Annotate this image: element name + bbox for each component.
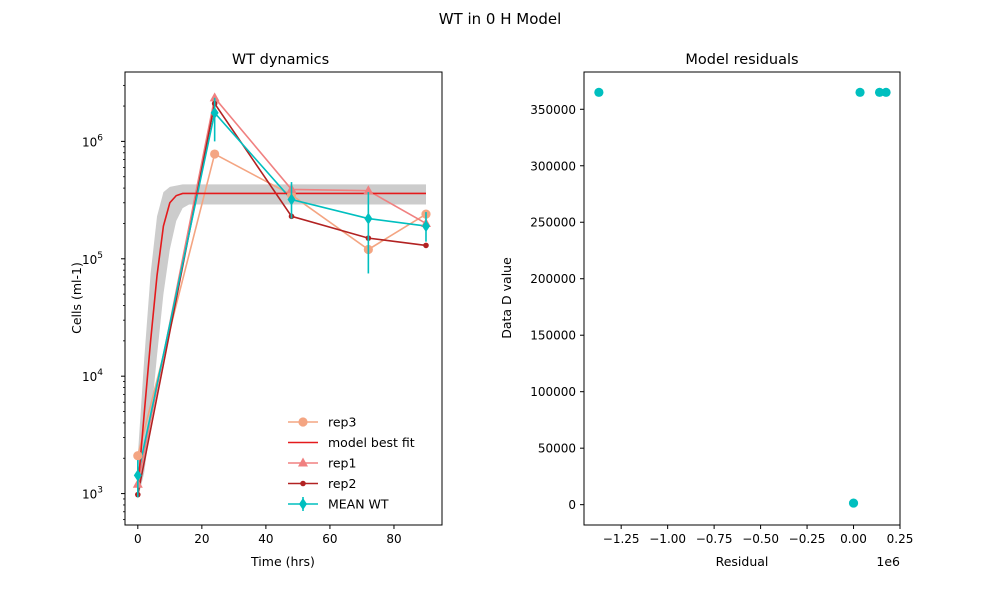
legend-label: rep2 [328,476,356,491]
model-confidence-band [137,184,426,499]
x-tick-label: 0 [134,532,142,546]
left-axes-frame [124,71,443,526]
left-chart-title: WT dynamics [232,52,329,68]
right-chart: Model residuals Residual Data D value 1e… [499,52,913,569]
x-tick-label: 0.00 [840,532,867,546]
data-point-rep3 [133,451,143,461]
residual-point [874,87,885,97]
legend-label: rep3 [328,415,356,430]
right-x-axis-label: Residual [716,554,769,569]
legend-marker [300,480,306,487]
data-point-mean-wt [364,212,373,225]
series-line-mean-wt [137,111,427,476]
left-plot-area: 0 20 40 60 80 103 104 105 106 [82,71,443,546]
y-tick-label: 100000 [530,385,576,399]
left-x-axis-label: Time (hrs) [250,554,315,569]
x-tick-label: 60 [322,532,337,546]
data-point-mean-wt [287,193,296,206]
legend-label: rep1 [328,456,356,471]
y-tick-label: 150000 [530,329,576,343]
y-tick-label: 50000 [538,442,576,456]
right-plot-area: −1.25 −1.00 −0.75 −0.50 −0.25 0.00 0.25 0 50000 1… [530,71,914,546]
data-point-rep3 [210,149,220,159]
x-tick-label: 80 [386,532,401,546]
x-tick-label: −0.25 [789,532,826,546]
x-tick-label: −1.00 [649,532,686,546]
legend-label: MEAN WT [328,497,389,512]
y-tick-label: 0 [568,498,576,512]
residual-point [848,498,859,508]
x-tick-label: −0.75 [696,532,733,546]
x-tick-label: −1.25 [603,532,640,546]
legend-marker [298,417,308,427]
y-tick-label: 200000 [530,272,576,286]
x-tick-label: 0.25 [887,532,914,546]
right-x-offset-label: 1e6 [876,554,900,569]
right-y-axis-label: Data D value [499,257,514,339]
y-tick-label: 105 [82,251,103,267]
x-tick-label: 20 [194,532,209,546]
legend-marker [299,498,307,510]
x-tick-label: 40 [258,532,273,546]
figure-suptitle: WT in 0 H Model [439,10,562,28]
legend-label: model best fit [328,435,415,450]
series-line-rep1 [137,96,427,485]
y-tick-label: 250000 [530,216,576,230]
y-tick-label: 350000 [530,103,576,117]
right-axes-frame [583,71,901,526]
data-point-rep1 [209,92,220,102]
y-tick-label: 106 [82,133,103,149]
right-chart-title: Model residuals [685,52,798,68]
data-point-mean-wt [421,220,430,233]
y-tick-label: 104 [82,368,103,384]
data-point-rep2 [423,242,429,249]
y-tick-label: 300000 [530,159,576,173]
legend-marker [298,457,308,467]
residual-point [594,87,604,97]
data-point-mean-wt [210,106,219,119]
data-point-rep1 [363,185,374,195]
left-y-axis-label: Cells (ml-1) [69,262,84,334]
x-tick-label: −0.50 [742,532,779,546]
data-point-mean-wt [133,469,142,482]
series-line-model-best-fit [137,192,426,489]
left-data-layer [132,92,431,499]
residual-point [855,87,865,97]
left-legend: rep3 model best fit rep1 rep2 MEAN WT [288,415,415,512]
residual-point [881,87,891,97]
left-chart: WT dynamics Time (hrs) Cells (ml-1) 0 20 4… [69,52,443,569]
y-tick-label: 103 [82,486,103,502]
